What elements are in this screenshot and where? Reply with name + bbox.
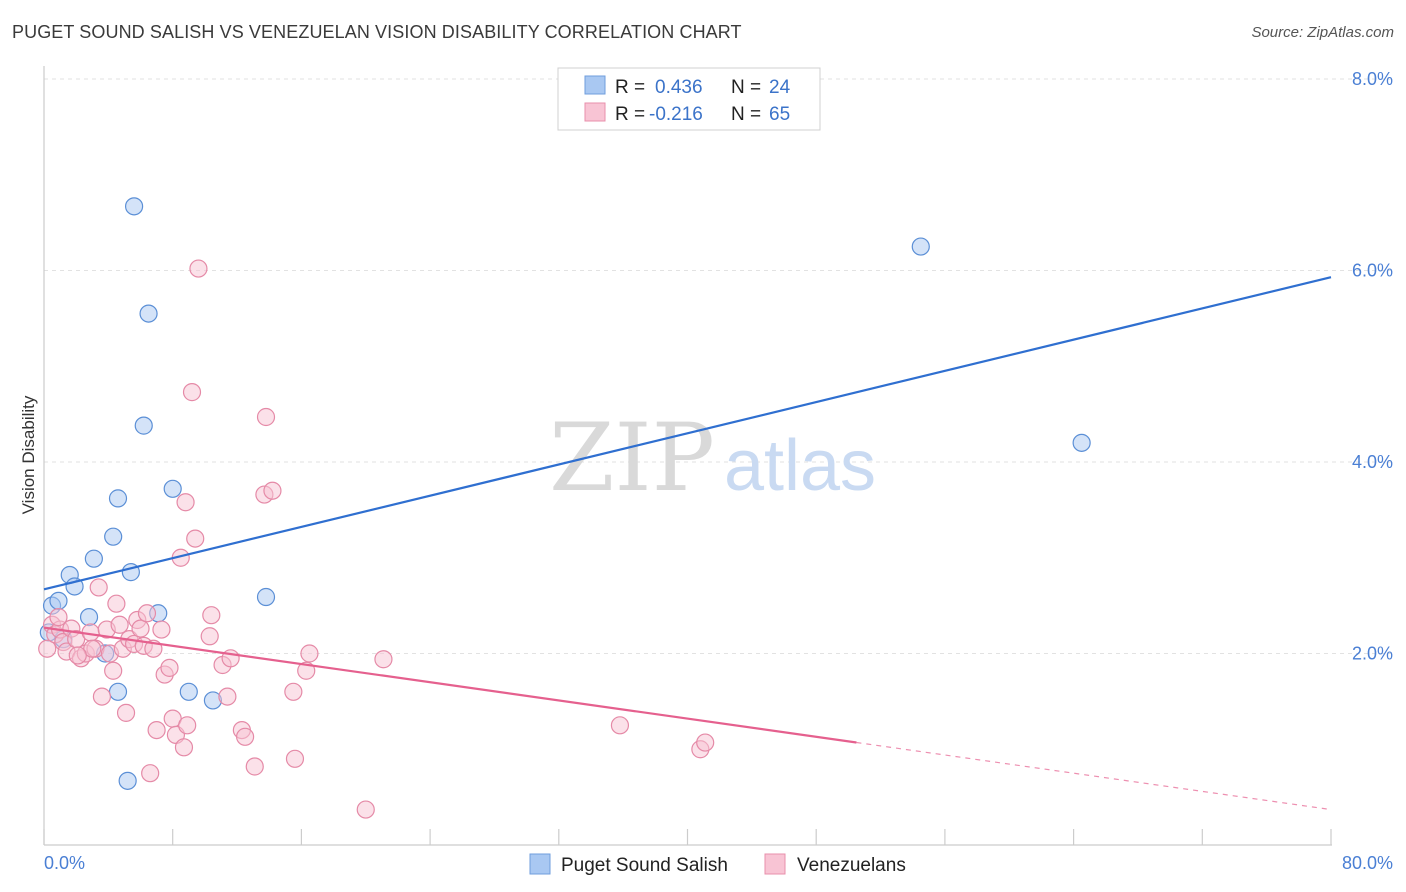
point-venezuelans-37	[176, 493, 195, 512]
point-venezuelans-53	[284, 682, 303, 701]
point-venezuelans-43	[202, 606, 221, 625]
point-salish-13	[134, 416, 153, 435]
trend-lines	[43, 276, 1332, 811]
y-tick-label-1: 4.0%	[1352, 452, 1393, 472]
watermark-atlas: atlas	[724, 426, 876, 506]
point-venezuelans-27	[141, 764, 160, 783]
y-tick-label-2: 6.0%	[1352, 261, 1393, 281]
point-venezuelans-55	[297, 661, 316, 680]
bottom-legend-swatch-venezuelans	[764, 853, 786, 875]
series-venezuelans	[38, 259, 715, 819]
y-tick-label-0: 2.0%	[1352, 644, 1393, 664]
point-venezuelans-41	[189, 259, 208, 278]
point-venezuelans-58	[374, 650, 393, 669]
point-salish-12	[124, 197, 144, 216]
point-venezuelans-24	[131, 619, 150, 638]
point-venezuelans-38	[178, 716, 197, 735]
point-venezuelans-26	[137, 604, 157, 623]
bottom-legend-label-venezuelans: Venezuelans	[797, 855, 906, 876]
point-venezuelans-48	[235, 727, 255, 746]
source-label: Source: ZipAtlas.com	[1251, 24, 1394, 41]
series-legend: Puget Sound Salish Venezuelans	[529, 853, 906, 876]
legend-n-value-2: 65	[769, 104, 790, 125]
point-venezuelans-40	[186, 529, 205, 548]
trend-line-salish	[43, 276, 1332, 591]
point-venezuelans-45	[218, 687, 237, 706]
point-venezuelans-61	[696, 733, 715, 752]
point-salish-8	[108, 682, 128, 701]
point-venezuelans-17	[107, 594, 126, 613]
point-salish-16	[163, 479, 182, 498]
y-tick-label-3: 8.0%	[1352, 69, 1393, 89]
point-salish-9	[108, 489, 128, 508]
axes	[43, 66, 1332, 846]
point-venezuelans-42	[200, 627, 219, 646]
point-salish-4	[79, 608, 99, 627]
point-venezuelans-57	[356, 800, 375, 819]
point-salish-1	[49, 591, 68, 610]
point-venezuelans-18	[110, 615, 129, 634]
trend-line-extension-venezuelans	[856, 741, 1332, 811]
legend-n-label-2: N =	[731, 104, 761, 125]
stats-legend: R = 0.436 N = 24 R = -0.216 N = 65	[557, 67, 821, 131]
point-venezuelans-59	[610, 716, 630, 735]
point-venezuelans-12	[89, 578, 108, 597]
legend-swatch-pink	[584, 102, 606, 122]
point-salish-19	[256, 587, 276, 607]
bottom-legend-label-salish: Puget Sound Salish	[561, 855, 728, 876]
tick-labels: 2.0% 4.0% 6.0% 8.0% 0.0% 80.0%	[44, 69, 1393, 873]
x-tick-label-min: 0.0%	[44, 853, 85, 873]
chart-title: PUGET SOUND SALISH VS VENEZUELAN VISION …	[12, 22, 742, 42]
point-venezuelans-52	[263, 481, 282, 500]
point-venezuelans-54	[285, 749, 305, 768]
grid-lines	[44, 78, 1392, 654]
legend-r-label-2: R =	[615, 104, 645, 125]
point-venezuelans-30	[152, 620, 171, 639]
y-axis-label: Vision Disability	[19, 395, 38, 514]
point-salish-7	[104, 527, 123, 546]
point-venezuelans-63	[68, 646, 87, 665]
point-salish-14	[139, 304, 158, 323]
point-venezuelans-64	[49, 608, 68, 627]
legend-r-label-1: R =	[615, 77, 645, 98]
legend-r-value-2: -0.216	[649, 104, 703, 125]
trend-line-venezuelans	[43, 626, 857, 744]
point-salish-17	[179, 682, 198, 701]
point-venezuelans-39	[182, 383, 202, 402]
legend-r-value-1: 0.436	[655, 77, 703, 98]
point-venezuelans-16	[104, 661, 123, 680]
point-salish-20	[911, 237, 930, 256]
point-venezuelans-49	[245, 757, 264, 776]
point-salish-5	[84, 549, 103, 568]
legend-swatch-blue	[584, 75, 606, 95]
x-tick-label-max: 80.0%	[1342, 853, 1393, 873]
point-venezuelans-56	[300, 644, 319, 663]
point-venezuelans-0	[38, 639, 57, 658]
point-venezuelans-29	[147, 720, 166, 740]
point-salish-21	[1072, 433, 1091, 452]
point-venezuelans-20	[116, 703, 136, 722]
watermark-zip: ZIP	[549, 404, 715, 513]
legend-n-label-1: N =	[731, 77, 761, 98]
legend-n-value-1: 24	[769, 77, 791, 98]
point-venezuelans-51	[256, 407, 276, 427]
bottom-legend-swatch-salish	[529, 853, 551, 875]
point-venezuelans-13	[92, 687, 112, 706]
point-venezuelans-36	[174, 738, 194, 757]
watermark: ZIP atlas	[549, 404, 876, 513]
point-venezuelans-32	[160, 658, 179, 677]
point-salish-10	[118, 771, 137, 790]
